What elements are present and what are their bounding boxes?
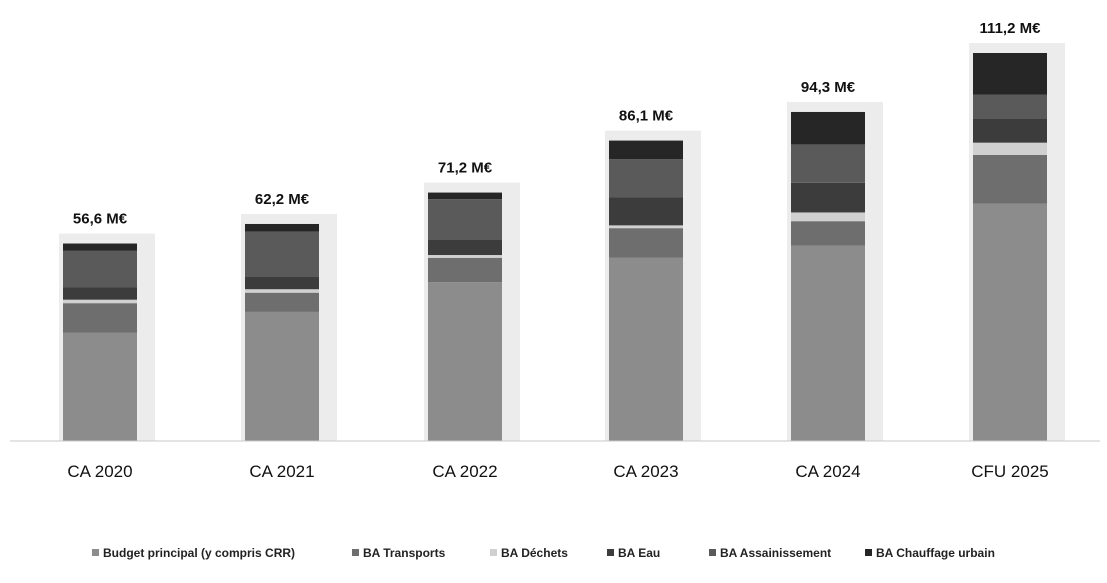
- category-label: CA 2022: [432, 462, 497, 481]
- category-label: CA 2021: [249, 462, 314, 481]
- bar-segment: [245, 311, 319, 441]
- legend-item: Budget principal (y compris CRR): [92, 546, 295, 560]
- bar-segment: [428, 257, 502, 283]
- legend-label: BA Chauffage urbain: [876, 546, 995, 560]
- bar-segment: [973, 118, 1047, 143]
- bar-segment: [791, 144, 865, 183]
- bar-segment: [973, 203, 1047, 441]
- bar-segment: [428, 282, 502, 441]
- total-label: 94,3 M€: [801, 79, 856, 96]
- bar-segment: [791, 182, 865, 213]
- legend-item: BA Chauffage urbain: [865, 546, 995, 560]
- legend-label: BA Déchets: [501, 546, 568, 560]
- bar-segment: [63, 250, 137, 288]
- legend-item: BA Déchets: [490, 546, 568, 560]
- legend-swatch: [709, 549, 716, 556]
- category-label: CA 2023: [613, 462, 678, 481]
- legend-swatch: [865, 549, 872, 556]
- bars-layer: [59, 43, 1065, 442]
- legend: Budget principal (y compris CRR) BA Trans…: [92, 546, 995, 560]
- bar-segment: [973, 94, 1047, 119]
- bar-segment: [245, 289, 319, 293]
- total-label: 62,2 M€: [255, 191, 310, 208]
- bar-segment: [973, 142, 1047, 155]
- bar-segment: [63, 332, 137, 441]
- bar-segment: [609, 159, 683, 198]
- bar-segment: [245, 223, 319, 232]
- bar-segment: [791, 221, 865, 246]
- legend-swatch: [607, 549, 614, 556]
- labels-layer: 56,6 M€ CA 2020 62,2 M€ CA 2021 71,2 M€ CA 20…: [67, 20, 1048, 481]
- legend-swatch: [352, 549, 359, 556]
- bar-segment: [63, 287, 137, 300]
- bar-segment: [428, 239, 502, 256]
- bar-segment: [609, 257, 683, 441]
- legend-label: BA Transports: [363, 546, 446, 560]
- legend-label: BA Assainissement: [720, 546, 831, 560]
- legend-item: BA Assainissement: [709, 546, 831, 560]
- bar-segment: [428, 192, 502, 200]
- category-label: CA 2024: [795, 462, 860, 481]
- bar-segment: [609, 225, 683, 229]
- bar-segment: [63, 303, 137, 333]
- bar-segment: [245, 277, 319, 290]
- bar-segment: [428, 255, 502, 258]
- category-label: CFU 2025: [971, 462, 1048, 481]
- legend-label: BA Eau: [618, 546, 660, 560]
- bar-segment: [973, 53, 1047, 95]
- bar-segment: [973, 154, 1047, 204]
- legend-item: BA Transports: [352, 546, 446, 560]
- bar-segment: [428, 199, 502, 240]
- legend-label: Budget principal (y compris CRR): [103, 546, 295, 560]
- bar-segment: [245, 292, 319, 312]
- bar-segment: [245, 231, 319, 278]
- bar-segment: [609, 140, 683, 160]
- legend-swatch: [92, 549, 99, 556]
- legend-swatch: [490, 549, 497, 556]
- bar-segment: [63, 299, 137, 304]
- bar-segment: [791, 245, 865, 441]
- legend-item: BA Eau: [607, 546, 660, 560]
- total-label: 71,2 M€: [438, 160, 493, 177]
- total-label: 56,6 M€: [73, 211, 128, 228]
- total-label: 111,2 M€: [980, 20, 1042, 37]
- bar-segment: [63, 243, 137, 251]
- bar-segment: [609, 228, 683, 258]
- category-label: CA 2020: [67, 462, 132, 481]
- bar-segment: [609, 197, 683, 226]
- total-label: 86,1 M€: [619, 108, 674, 125]
- bar-segment: [791, 212, 865, 222]
- bar-segment: [791, 111, 865, 145]
